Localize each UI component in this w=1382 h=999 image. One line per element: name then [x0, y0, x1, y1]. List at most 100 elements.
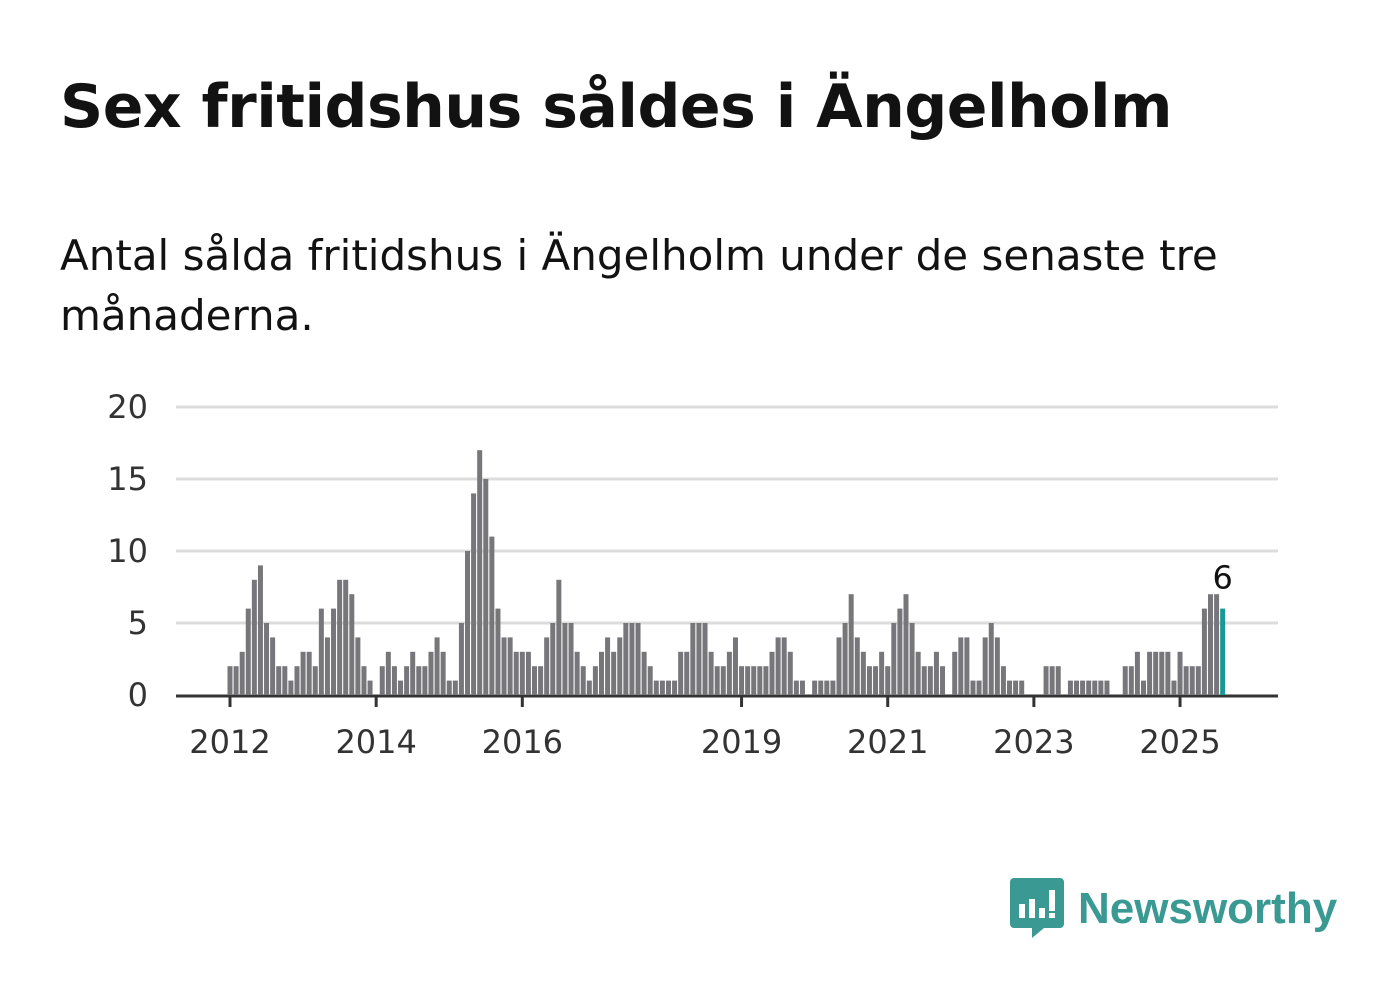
bar — [745, 666, 751, 695]
bar — [933, 651, 939, 695]
bar — [1098, 680, 1104, 695]
bar — [1049, 666, 1055, 695]
bar — [544, 637, 550, 695]
bar — [842, 623, 848, 695]
highlight-value-label: 6 — [1212, 559, 1232, 597]
bar — [732, 637, 738, 695]
bar — [391, 666, 397, 695]
chart-title: Sex fritidshus såldes i Ängelholm — [60, 72, 1173, 142]
bar-highlight — [1220, 608, 1226, 695]
bar — [793, 680, 799, 695]
bar — [830, 680, 836, 695]
bar — [1165, 651, 1171, 695]
bar — [227, 666, 233, 695]
bar — [580, 666, 586, 695]
bar — [592, 666, 598, 695]
bar — [1201, 608, 1207, 695]
bar — [379, 666, 385, 695]
bar — [270, 637, 276, 695]
bar — [909, 623, 915, 695]
y-tick-label: 20 — [107, 388, 148, 426]
bar — [1080, 680, 1086, 695]
bar — [672, 680, 678, 695]
bar — [690, 623, 696, 695]
bar — [982, 637, 988, 695]
bar — [452, 680, 458, 695]
bar — [483, 479, 489, 695]
newsworthy-logo-icon — [1010, 878, 1064, 938]
bar — [958, 637, 964, 695]
bar — [976, 680, 982, 695]
bar — [331, 608, 337, 695]
bar — [873, 666, 879, 695]
bar — [1141, 680, 1146, 695]
bar — [404, 666, 410, 695]
bar — [739, 666, 745, 695]
bar — [885, 666, 891, 695]
bar — [836, 637, 842, 695]
bar — [653, 680, 659, 695]
bar — [257, 565, 263, 695]
bar — [343, 579, 349, 695]
bar — [799, 680, 805, 695]
bar — [318, 608, 324, 695]
bar — [349, 594, 355, 695]
bar — [532, 666, 537, 695]
bar — [1055, 666, 1061, 695]
bar — [988, 623, 994, 695]
bar — [282, 666, 288, 695]
bar — [324, 637, 330, 695]
bar-chart: 0 5 10 15 20 2012 2014 2016 2019 2021 2023 2025 6 — [107, 388, 1278, 761]
bar — [860, 651, 866, 695]
bar — [507, 637, 513, 695]
bar — [903, 594, 909, 695]
bar — [465, 551, 471, 695]
bar — [854, 637, 860, 695]
bar — [1007, 680, 1013, 695]
bar — [964, 637, 970, 695]
bar — [598, 651, 604, 695]
bar — [574, 651, 580, 695]
bar — [611, 651, 617, 695]
bar — [1122, 666, 1128, 695]
bar — [556, 579, 562, 695]
bar — [1153, 651, 1159, 695]
bar — [1043, 666, 1049, 695]
bar — [940, 666, 946, 695]
bar — [617, 637, 623, 695]
bar — [647, 666, 653, 695]
bar — [921, 666, 927, 695]
bar — [550, 623, 556, 695]
bar — [1074, 680, 1080, 695]
newsworthy-brand[interactable]: Newsworthy — [1010, 878, 1337, 940]
x-tick-label: 2019 — [701, 723, 782, 761]
bar — [361, 666, 367, 695]
bar — [264, 623, 270, 695]
y-tick-label: 15 — [107, 460, 148, 498]
bar — [312, 666, 318, 695]
bar — [501, 637, 507, 695]
brand-name: Newsworthy — [1078, 884, 1338, 933]
bar — [1189, 666, 1195, 695]
bar — [623, 623, 629, 695]
bar — [525, 651, 531, 695]
bar — [897, 608, 903, 695]
bar — [970, 680, 976, 695]
bar — [416, 666, 422, 695]
bar — [696, 623, 702, 695]
bar — [927, 666, 933, 695]
bar — [1013, 680, 1019, 695]
bar — [915, 651, 921, 695]
bar — [678, 651, 684, 695]
bar — [726, 651, 732, 695]
bar — [245, 608, 251, 695]
bar — [635, 623, 641, 695]
chart-subtitle: Antal sålda fritidshus i Ängelholm under… — [60, 231, 1218, 340]
bar — [1207, 594, 1213, 695]
bar — [233, 666, 239, 695]
bar — [952, 651, 958, 695]
bar — [1092, 680, 1098, 695]
bar — [446, 680, 452, 695]
bar — [848, 594, 854, 695]
bar — [513, 651, 519, 695]
